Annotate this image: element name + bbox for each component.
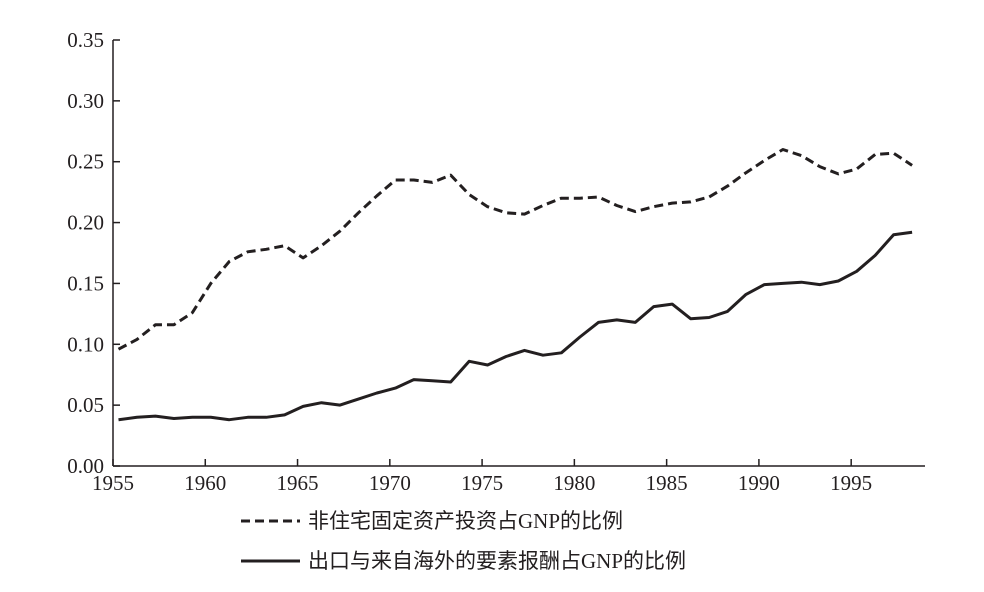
y-tick-label: 0.10 <box>67 332 104 356</box>
series-layer <box>117 148 913 422</box>
x-tick-label: 1980 <box>553 471 595 495</box>
series-line-2 <box>118 230 913 422</box>
y-tick-label: 0.35 <box>67 28 104 52</box>
x-tick-label: 1990 <box>738 471 780 495</box>
legend-label-2: 出口与来自海外的要素报酬占GNP的比例 <box>308 549 686 573</box>
x-tick-label: 1985 <box>646 471 688 495</box>
x-tick-label: 1955 <box>92 471 134 495</box>
x-tick-label: 1960 <box>184 471 226 495</box>
y-tick-label: 0.25 <box>67 150 104 174</box>
series-line-1 <box>117 148 913 351</box>
x-tick-label: 1970 <box>369 471 411 495</box>
legend-label-1: 非住宅固定资产投资占GNP的比例 <box>308 509 623 533</box>
y-tick-label: 0.00 <box>67 454 104 478</box>
y-tick-label: 0.15 <box>67 271 104 295</box>
x-tick-label: 1975 <box>461 471 503 495</box>
x-tick-label: 1965 <box>277 471 319 495</box>
y-tick-label: 0.30 <box>67 89 104 113</box>
y-tick-label: 0.20 <box>67 211 104 235</box>
chart-axes: 0.00 0.05 0.10 0.15 0.20 0.25 0.30 0.35 1955 1960… <box>67 28 925 495</box>
x-tick-label: 1995 <box>830 471 872 495</box>
y-tick-label: 0.05 <box>67 393 104 417</box>
